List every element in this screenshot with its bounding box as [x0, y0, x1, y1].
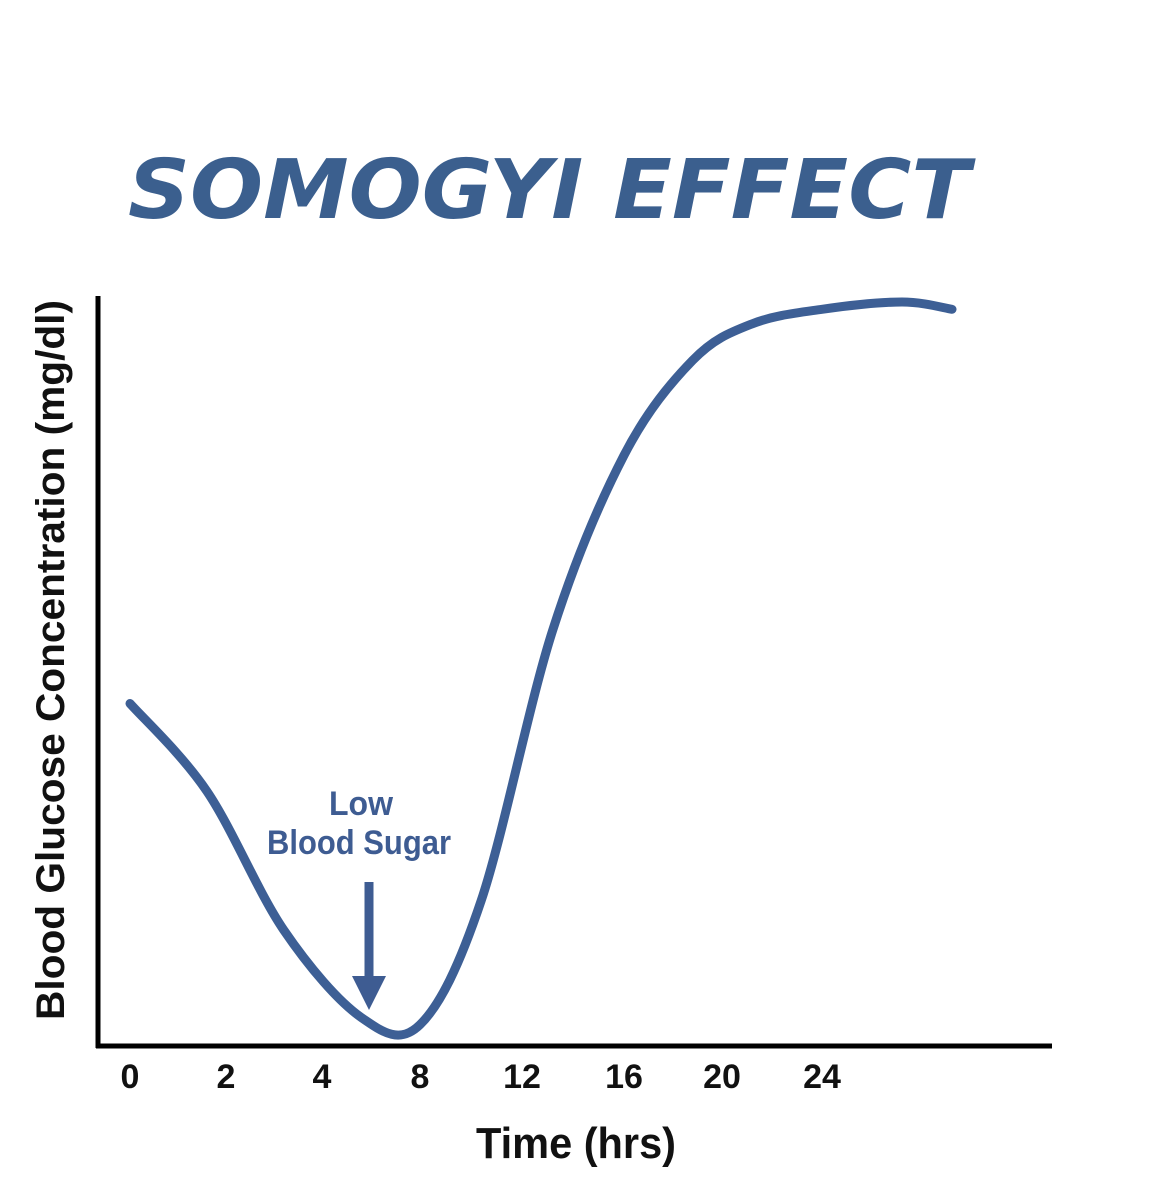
x-tick-label: 2	[217, 1058, 236, 1096]
annotation-arrow-head	[352, 976, 386, 1010]
y-axis-label: Blood Glucose Concentration (mg/dl)	[29, 300, 73, 1020]
glucose-curve	[125, 297, 957, 1040]
x-tick-label: 8	[411, 1058, 430, 1096]
x-axis-label: Time (hrs)	[476, 1119, 676, 1168]
chart-title: SOMOGYI EFFECT	[128, 143, 976, 238]
x-tick-label: 24	[803, 1058, 841, 1096]
x-tick-labels: 0 2 4 8 12 16 20 24	[121, 1058, 841, 1096]
annotation-low-blood-sugar: Low Blood Sugar	[267, 785, 451, 1010]
x-tick-label: 4	[313, 1058, 332, 1096]
x-tick-label: 0	[121, 1058, 140, 1096]
annotation-line-1: Low	[329, 785, 394, 823]
x-tick-label: 16	[605, 1058, 643, 1096]
x-tick-label: 20	[703, 1058, 741, 1096]
x-tick-label: 12	[503, 1058, 541, 1096]
annotation-line-2: Blood Sugar	[267, 824, 451, 862]
